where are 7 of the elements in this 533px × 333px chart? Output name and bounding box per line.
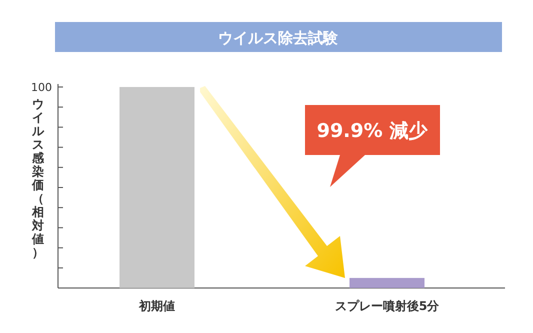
x-tick-label: 初期値 (138, 299, 175, 313)
text: ウイルス感染価（相対値） (32, 97, 44, 260)
chart-title: ウイルス除去試験 (218, 29, 339, 47)
callout: 99.9% 減少 (305, 105, 440, 187)
annotation: 99.9% 減少 (316, 120, 428, 142)
text: 100 (31, 81, 52, 94)
x-tick-label: スプレー噴射後5分 (334, 299, 440, 313)
